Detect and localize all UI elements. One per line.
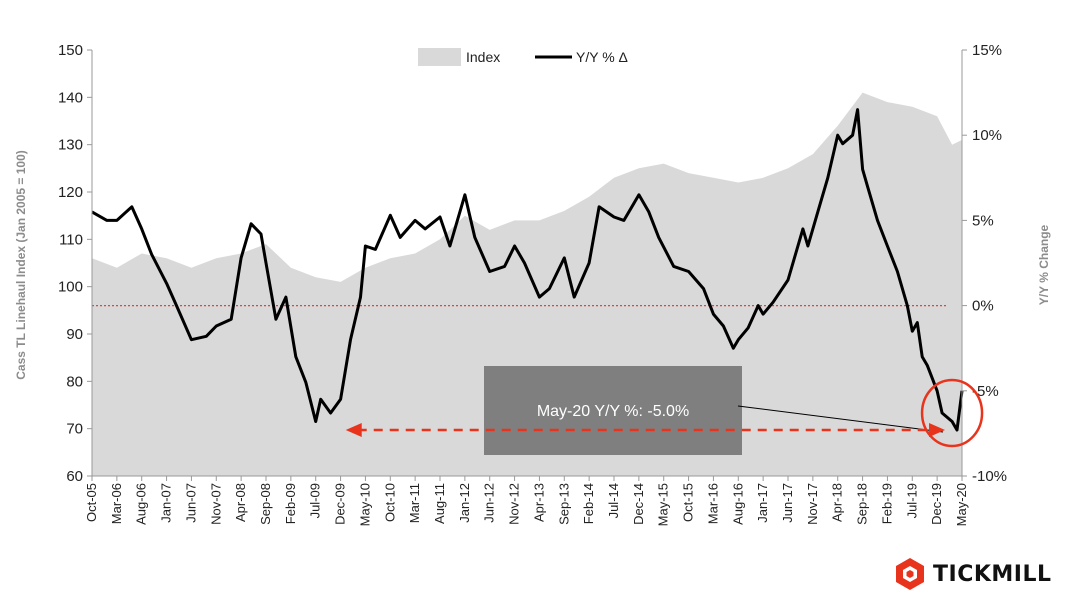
axes xyxy=(91,50,963,477)
right-y-tick-label: 0% xyxy=(972,298,994,315)
left-y-tick-label: 100 xyxy=(58,279,83,296)
x-tick-label: Dec-09 xyxy=(333,483,348,525)
x-tick-label: Apr-13 xyxy=(531,483,546,522)
right-y-tick-label: -10% xyxy=(972,468,1007,485)
x-tick-label: Dec-19 xyxy=(929,483,944,525)
legend: Index Y/Y % Δ xyxy=(418,48,628,66)
x-tick-label: Feb-19 xyxy=(879,483,894,524)
x-tick-label: Nov-07 xyxy=(208,483,223,525)
left-y-axis-ticks: 60 70 80 90 100 110 120 130 140 150 xyxy=(58,42,92,485)
left-y-tick-label: 110 xyxy=(59,231,83,248)
left-y-tick-label: 120 xyxy=(58,184,83,201)
x-tick-label: Apr-18 xyxy=(830,483,845,522)
x-tick-label: Jun-12 xyxy=(482,483,497,523)
x-tick-label: Oct-15 xyxy=(681,483,696,522)
x-tick-label: Nov-12 xyxy=(507,483,522,525)
x-tick-label: Sep-08 xyxy=(258,483,273,525)
right-y-tick-label: 15% xyxy=(972,42,1002,59)
x-tick-label: Jul-14 xyxy=(606,483,621,518)
x-tick-label: Mar-11 xyxy=(407,483,422,523)
x-tick-label: Aug-16 xyxy=(730,483,745,525)
left-y-tick-label: 60 xyxy=(66,468,83,485)
left-y-tick-label: 80 xyxy=(66,373,83,390)
left-y-tick-label: 140 xyxy=(58,89,83,106)
x-tick-label: Jan-07 xyxy=(159,483,174,523)
tickmill-logo-icon xyxy=(896,558,924,590)
callout-box xyxy=(484,366,742,455)
x-tick-label: Feb-14 xyxy=(581,483,596,524)
x-tick-label: Jun-07 xyxy=(183,483,198,523)
x-tick-label: Sep-13 xyxy=(556,483,571,525)
x-tick-label: Jun-17 xyxy=(780,483,795,523)
span-arrow-left-head xyxy=(345,422,362,437)
x-tick-label: May-10 xyxy=(357,483,372,526)
left-y-tick-label: 90 xyxy=(66,326,83,343)
right-y-axis-ticks: -10%-5%0%5%10%15% xyxy=(962,42,1007,485)
x-tick-label: May-15 xyxy=(656,483,671,526)
legend-yoy-label: Y/Y % Δ xyxy=(576,49,628,65)
x-tick-label: Mar-06 xyxy=(109,483,124,524)
x-tick-label: Jan-17 xyxy=(755,483,770,523)
left-y-axis-title: Cass TL Linehaul Index (Jan 2005 = 100) xyxy=(14,150,28,380)
x-tick-label: Apr-08 xyxy=(233,483,248,522)
left-y-tick-label: 150 xyxy=(58,42,83,59)
brand-logo: TICKMILL xyxy=(893,556,1052,592)
right-y-tick-label: 10% xyxy=(972,127,1002,144)
x-tick-label: May-20 xyxy=(954,483,969,526)
x-tick-label: Nov-17 xyxy=(805,483,820,525)
index-area-series xyxy=(92,92,962,476)
span-arrow-right-head xyxy=(929,422,946,437)
x-tick-label: Aug-11 xyxy=(432,483,447,524)
highlight-circle xyxy=(920,378,984,448)
x-tick-label: Jan-12 xyxy=(457,483,472,523)
x-tick-label: Sep-18 xyxy=(855,483,870,525)
left-y-tick-label: 70 xyxy=(66,421,83,438)
right-y-tick-label: 5% xyxy=(972,212,994,229)
x-tick-label: Jul-19 xyxy=(904,483,919,518)
x-tick-label: Jul-09 xyxy=(308,483,323,518)
yoy-line-series xyxy=(91,108,964,432)
x-tick-label: Aug-06 xyxy=(134,483,149,525)
callout-leader-line xyxy=(737,405,944,433)
x-tick-label: Mar-16 xyxy=(705,483,720,524)
x-tick-label: Oct-05 xyxy=(84,483,99,522)
plot-area xyxy=(91,92,964,476)
x-tick-label: Oct-10 xyxy=(382,483,397,522)
brand-name: TICKMILL xyxy=(933,561,1052,587)
right-y-axis-title: Y/Y % Change xyxy=(1037,224,1051,305)
x-tick-label: Dec-14 xyxy=(631,483,646,525)
x-axis-ticks: Oct-05 Mar-06 Aug-06 Jan-07 Jun-07 Nov-07 Apr-… xyxy=(84,476,969,526)
legend-index-swatch xyxy=(418,48,461,66)
left-y-tick-label: 130 xyxy=(58,137,83,154)
annotation: May-20 Y/Y %: -5.0% xyxy=(345,366,984,455)
x-tick-label: Feb-09 xyxy=(283,483,298,524)
callout-label: May-20 Y/Y %: -5.0% xyxy=(537,403,689,420)
legend-index-label: Index xyxy=(466,49,500,65)
